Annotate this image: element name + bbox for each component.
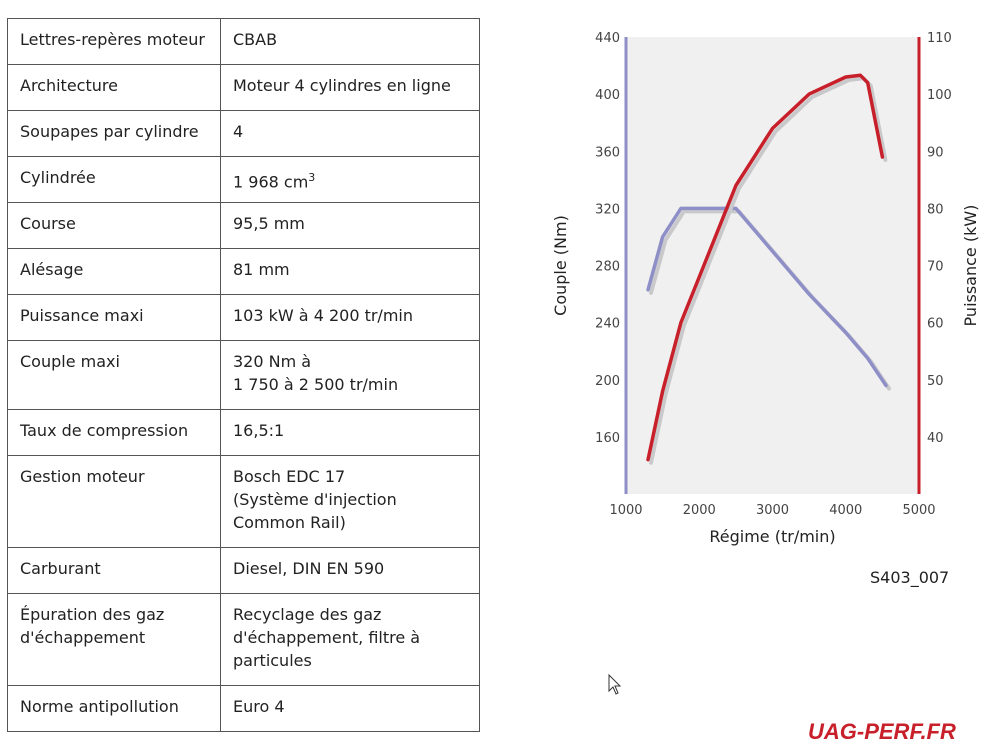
- spec-row: Couple maxi 320 Nm à 1 750 à 2 500 tr/min: [7, 340, 480, 410]
- spec-value: 4: [220, 110, 480, 157]
- y-tick-label: 360: [595, 145, 620, 160]
- x-tick-label: 2000: [683, 503, 716, 518]
- y-tick-label: 400: [595, 88, 620, 103]
- spec-value-superscript: 3: [308, 171, 316, 184]
- spec-table-body: Lettres-repères moteur CBAB Architecture Mo…: [7, 18, 480, 732]
- spec-label: Couple maxi: [7, 340, 221, 410]
- spec-value: Moteur 4 cylindres en ligne: [220, 64, 480, 111]
- spec-label: Épuration des gaz d'échappement: [7, 593, 221, 686]
- spec-value-text: 4: [233, 122, 244, 141]
- spec-value-text: 16,5:1: [233, 421, 285, 440]
- mouse-cursor-icon: [608, 674, 622, 695]
- y2-tick-label: 60: [927, 317, 944, 332]
- spec-row: Gestion moteur Bosch EDC 17 (Système d'in…: [7, 455, 480, 548]
- spec-label: Gestion moteur: [7, 455, 221, 548]
- y2-tick-label: 40: [927, 431, 944, 446]
- x-axis-title: Régime (tr/min): [709, 527, 835, 546]
- spec-value: Recyclage des gaz d'échappement, filtre …: [220, 593, 480, 686]
- spec-value-text: 95,5 mm: [233, 214, 305, 233]
- engine-spec-table: Lettres-repères moteur CBAB Architecture Mo…: [7, 18, 480, 732]
- torque-power-chart: 160 200 240 280 320 360 400 440 40 50 60 70 80 90 100 1…: [551, 31, 980, 546]
- spec-value: 103 kW à 4 200 tr/min: [220, 294, 480, 341]
- plot-area: [626, 37, 919, 494]
- spec-value-text: 1 968 cm: [233, 172, 309, 192]
- spec-row: Épuration des gaz d'échappement Recyclage…: [7, 593, 480, 686]
- spec-row: Norme antipollution Euro 4: [7, 685, 480, 732]
- spec-value: Bosch EDC 17 (Système d'injection Common…: [220, 455, 480, 548]
- spec-row: Puissance maxi 103 kW à 4 200 tr/min: [7, 294, 480, 341]
- spec-row: Cylindrée 1 968 cm3: [7, 156, 480, 203]
- spec-row: Carburant Diesel, DIN EN 590: [7, 547, 480, 594]
- torque-series-line: [646, 206, 888, 388]
- svg-text:UAG-PERF.FR: UAG-PERF.FR: [808, 719, 956, 743]
- spec-value-text: Moteur 4 cylindres en ligne: [233, 76, 451, 95]
- spec-value: Diesel, DIN EN 590: [220, 547, 480, 594]
- spec-row: Lettres-repères moteur CBAB: [7, 18, 480, 65]
- spec-row: Course 95,5 mm: [7, 202, 480, 249]
- spec-value-text: 81 mm: [233, 260, 290, 279]
- y2-tick-label: 90: [927, 145, 944, 160]
- x-tick-label: 4000: [829, 503, 862, 518]
- y2-tick-label: 70: [927, 260, 944, 275]
- y-tick-label: 240: [595, 317, 620, 332]
- y2-tick-label: 100: [927, 88, 952, 103]
- power-series-line: [646, 73, 885, 462]
- spec-value: Euro 4: [220, 685, 480, 732]
- spec-row: Soupapes par cylindre 4: [7, 110, 480, 157]
- y2-tick-label: 110: [927, 31, 952, 46]
- spec-label: Lettres-repères moteur: [7, 18, 221, 65]
- y-tick-label: 160: [595, 431, 620, 446]
- spec-value-text: Bosch EDC 17 (Système d'injection Common…: [233, 467, 397, 532]
- spec-label: Course: [7, 202, 221, 249]
- x-tick-label: 3000: [756, 503, 789, 518]
- spec-value: CBAB: [220, 18, 480, 65]
- spec-row: Alésage 81 mm: [7, 248, 480, 295]
- y2-tick-label: 50: [927, 374, 944, 389]
- y-tick-label: 200: [595, 374, 620, 389]
- spec-row: Architecture Moteur 4 cylindres en ligne: [7, 64, 480, 111]
- spec-value: 320 Nm à 1 750 à 2 500 tr/min: [220, 340, 480, 410]
- spec-label: Architecture: [7, 64, 221, 111]
- y-tick-label: 320: [595, 202, 620, 217]
- spec-label: Norme antipollution: [7, 685, 221, 732]
- spec-value-text: Diesel, DIN EN 590: [233, 559, 385, 578]
- x-tick-label: 1000: [609, 503, 642, 518]
- y-axis-title: Couple (Nm): [551, 215, 570, 316]
- spec-value-text: Euro 4: [233, 697, 285, 716]
- y-tick-label: 440: [595, 31, 620, 46]
- spec-label: Taux de compression: [7, 409, 221, 456]
- spec-value-text: Recyclage des gaz d'échappement, filtre …: [233, 605, 421, 670]
- spec-value: 81 mm: [220, 248, 480, 295]
- spec-label: Puissance maxi: [7, 294, 221, 341]
- spec-value-text: 103 kW à 4 200 tr/min: [233, 306, 413, 325]
- spec-row: Taux de compression 16,5:1: [7, 409, 480, 456]
- y2-axis-title: Puissance (kW): [961, 205, 980, 327]
- x-tick-label: 5000: [902, 503, 935, 518]
- spec-label: Soupapes par cylindre: [7, 110, 221, 157]
- uag-perf-logo: UAG-PERF.FR: [808, 719, 956, 743]
- spec-value-text: CBAB: [233, 30, 278, 49]
- spec-label: Carburant: [7, 547, 221, 594]
- spec-value-text: 320 Nm à 1 750 à 2 500 tr/min: [233, 352, 399, 394]
- spec-value: 95,5 mm: [220, 202, 480, 249]
- spec-label: Cylindrée: [7, 156, 221, 203]
- spec-label: Alésage: [7, 248, 221, 295]
- figure-id: S403_007: [870, 568, 950, 587]
- spec-value: 1 968 cm3: [220, 156, 480, 203]
- spec-value: 16,5:1: [220, 409, 480, 456]
- y-tick-label: 280: [595, 260, 620, 275]
- y2-tick-label: 80: [927, 202, 944, 217]
